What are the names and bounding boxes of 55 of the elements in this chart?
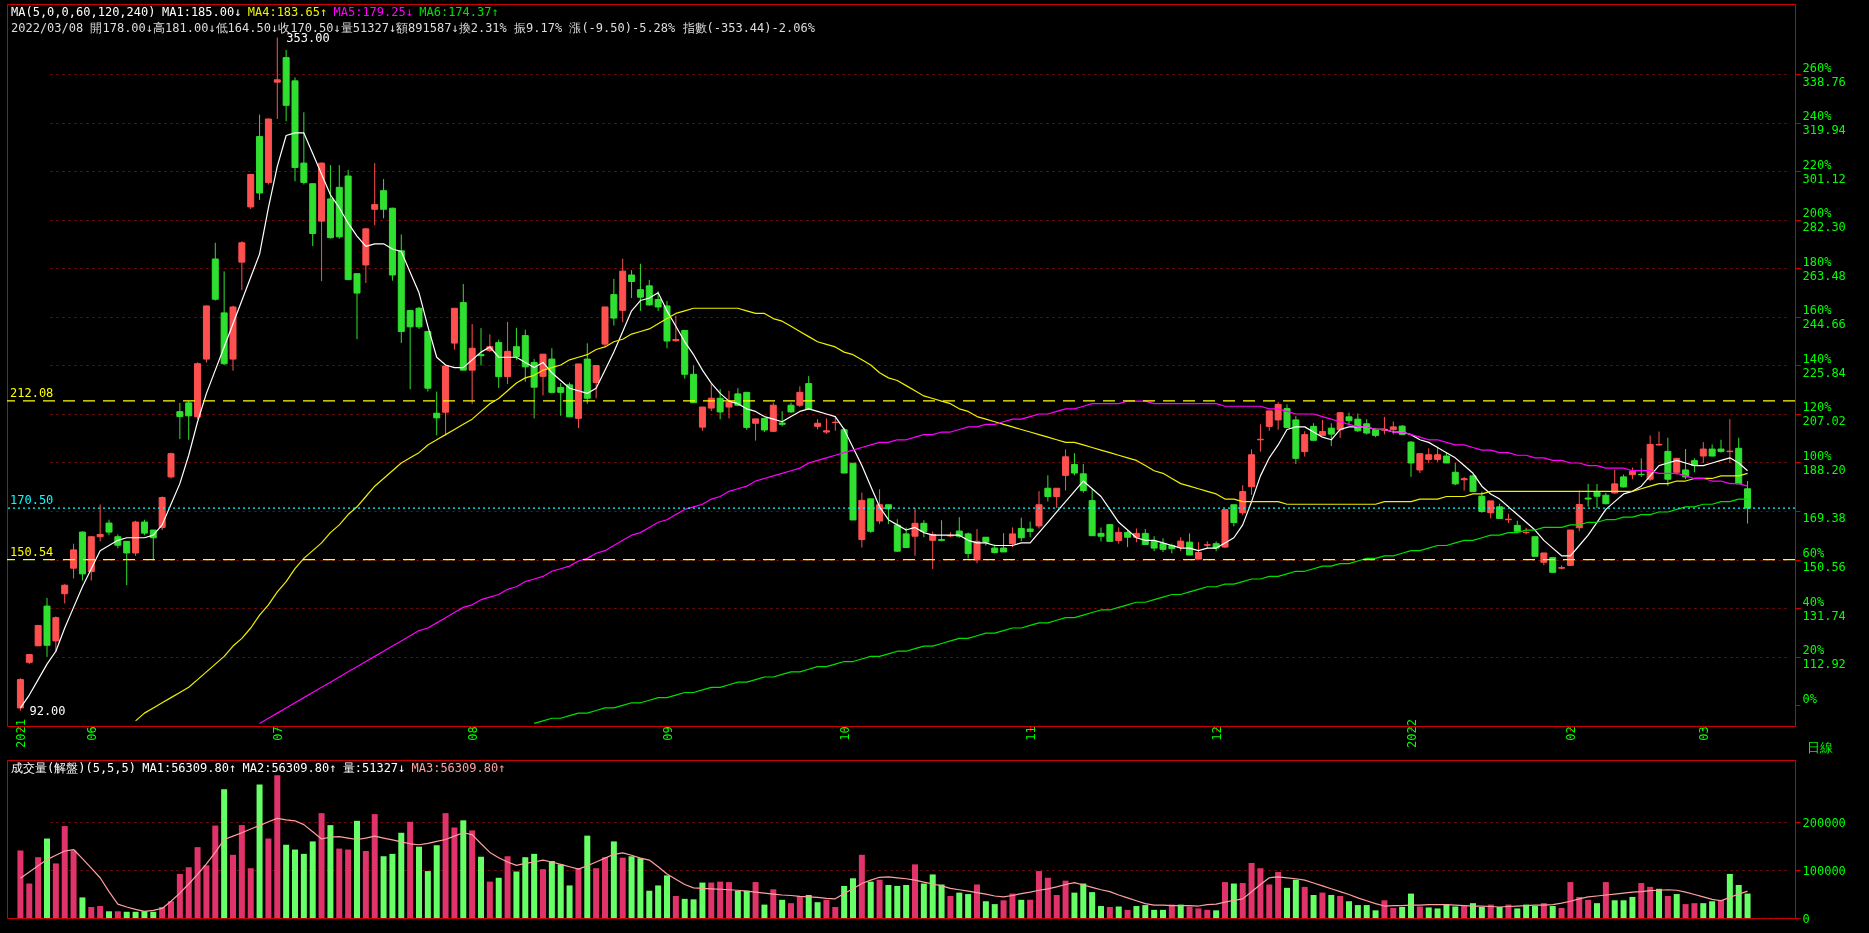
y2-tick-label: 240% (1802, 109, 1833, 124)
x-tick-label: 12 (1209, 726, 1224, 741)
ref-line-label: 170.50 (10, 493, 54, 508)
x-tick-label: 08 (465, 726, 480, 741)
x-tick-label: 2022 (1404, 719, 1419, 748)
y-tick-label: 100000 (1802, 863, 1846, 878)
ref-line-label: 150.54 (10, 544, 54, 559)
annotation: 量:51327↓ (342, 761, 406, 775)
y-tick-label: 188.20 (1802, 462, 1846, 477)
text: MA3:56309.80↑ (411, 761, 506, 775)
x-tick-label: 02 (1563, 726, 1578, 741)
y2-tick-label: 160% (1802, 303, 1833, 318)
text: MA1:185.00↓ (162, 5, 242, 19)
y-tick-label: 169.38 (1802, 511, 1846, 526)
y2-tick-label: 40% (1802, 594, 1825, 609)
y-tick-label: 282.30 (1802, 220, 1846, 235)
x-axis-title: 日線 (1806, 739, 1833, 755)
y-tick-label: 244.66 (1802, 317, 1846, 332)
y2-tick-label: 0% (1802, 691, 1818, 706)
y2-tick-label: 60% (1802, 546, 1825, 561)
text: MA6:174.37↑ (419, 5, 499, 19)
y-tick-label: 150.56 (1802, 560, 1846, 575)
x-tick-label: 2021 (13, 719, 28, 748)
y-tick-label: 131.74 (1802, 608, 1846, 623)
y2-tick-label: 260% (1802, 60, 1833, 75)
text: MA5:179.25↓ (333, 5, 413, 19)
y-tick-label: 319.94 (1802, 123, 1846, 138)
annotation: 92.00 (29, 703, 66, 718)
y-tick-label: 200000 (1802, 815, 1846, 830)
y-tick-label: 338.76 (1802, 74, 1846, 89)
y2-tick-label: 200% (1802, 206, 1833, 221)
y-tick-label: 301.12 (1802, 171, 1846, 186)
y-tick-label: 263.48 (1802, 268, 1846, 283)
x-tick-label: 03 (1696, 726, 1711, 741)
y2-tick-label: 180% (1802, 254, 1833, 269)
y-tick-label: 225.84 (1802, 365, 1846, 380)
x-tick-label: 09 (660, 726, 675, 741)
chart-title: MA(5,0,0,60,120,240) (11, 5, 156, 19)
ref-line-label: 212.08 (10, 385, 54, 400)
y2-tick-label: 140% (1802, 351, 1833, 366)
y2-tick-label: 100% (1802, 448, 1833, 463)
x-tick-label: 10 (837, 726, 852, 741)
y-tick-label: 207.02 (1802, 414, 1846, 429)
y-tick-label: 112.92 (1802, 657, 1846, 672)
x-tick-label: 06 (84, 726, 99, 741)
annotation: MA1:56309.80↑ (142, 761, 237, 775)
annotation: MA2:56309.80↑ (242, 761, 337, 775)
y2-tick-label: 20% (1802, 643, 1825, 658)
text: MA4:183.65↑ (247, 5, 328, 19)
y2-tick-label: 220% (1802, 157, 1833, 172)
x-tick-label: 07 (270, 726, 285, 741)
y-tick-label: 0 (1802, 911, 1810, 926)
chart-title: 成交量(解盤)(5,5,5) (11, 761, 137, 775)
x-tick-label: 11 (1023, 726, 1038, 741)
y2-tick-label: 120% (1802, 400, 1833, 415)
